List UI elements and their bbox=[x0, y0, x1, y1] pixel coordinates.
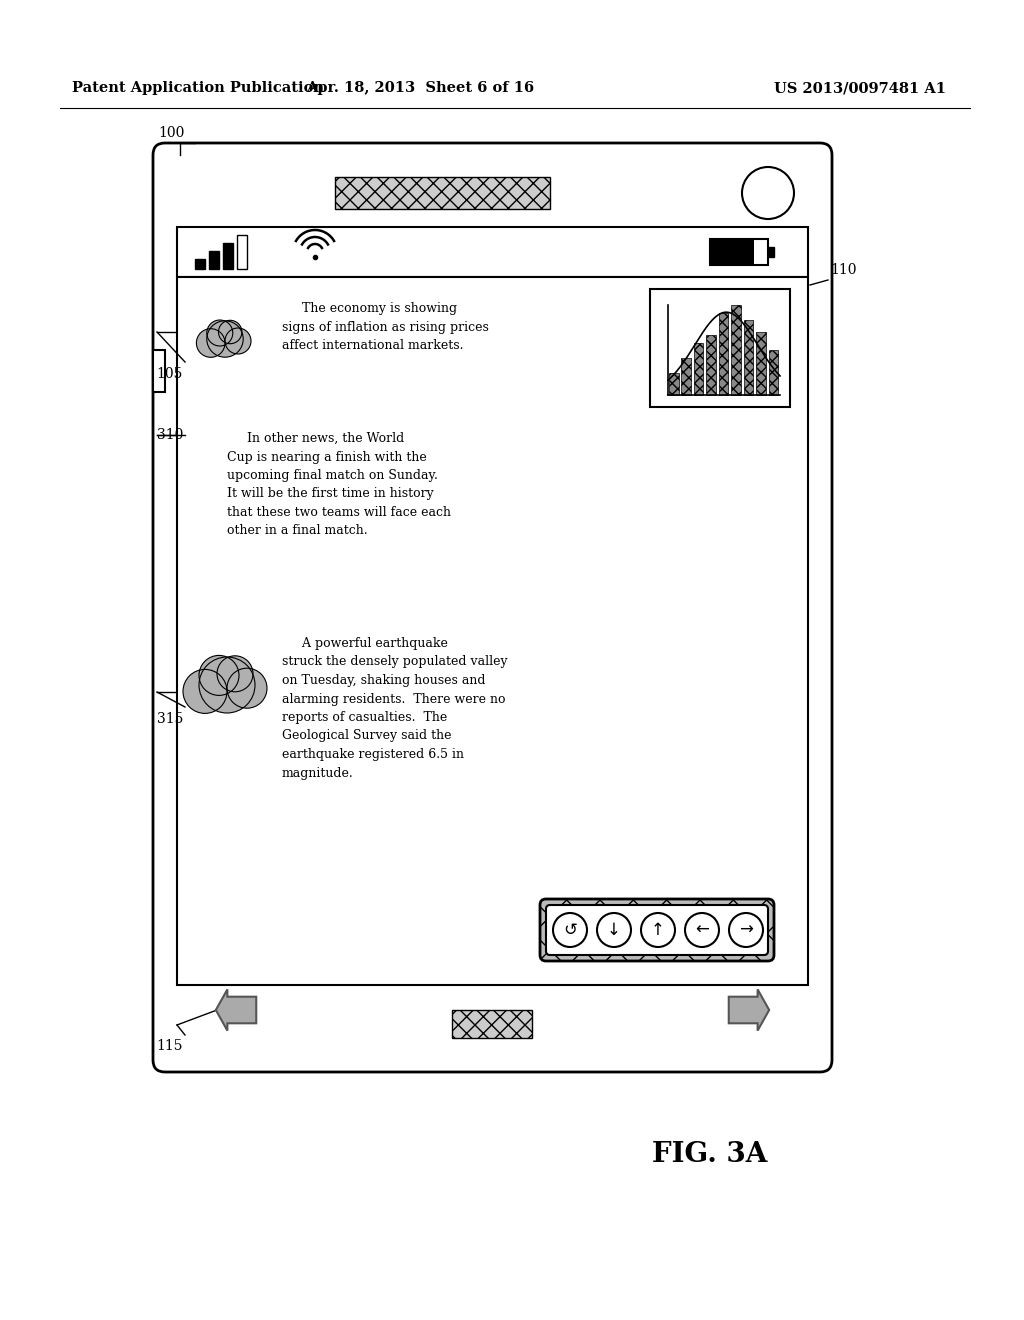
Circle shape bbox=[227, 668, 267, 709]
Polygon shape bbox=[729, 990, 769, 1031]
Bar bbox=[756, 333, 766, 395]
Text: A powerful earthquake
struck the densely populated valley
on Tuesday, shaking ho: A powerful earthquake struck the densely… bbox=[282, 638, 508, 780]
Circle shape bbox=[199, 657, 255, 713]
Text: US 2013/0097481 A1: US 2013/0097481 A1 bbox=[774, 81, 946, 95]
Circle shape bbox=[729, 913, 763, 946]
Bar bbox=[195, 259, 205, 269]
Text: ↓: ↓ bbox=[607, 921, 621, 939]
Bar bbox=[731, 305, 740, 395]
FancyBboxPatch shape bbox=[153, 143, 831, 1072]
Bar bbox=[681, 358, 691, 395]
Circle shape bbox=[199, 656, 239, 696]
Text: The economy is showing
signs of inflation as rising prices
affect international : The economy is showing signs of inflatio… bbox=[282, 302, 488, 352]
Bar bbox=[694, 342, 703, 395]
Circle shape bbox=[742, 168, 794, 219]
Bar bbox=[177, 227, 808, 277]
Text: 110: 110 bbox=[830, 263, 856, 277]
Text: Apr. 18, 2013  Sheet 6 of 16: Apr. 18, 2013 Sheet 6 of 16 bbox=[306, 81, 535, 95]
Circle shape bbox=[183, 669, 227, 713]
Text: FIG. 3A: FIG. 3A bbox=[652, 1142, 768, 1168]
Text: 310: 310 bbox=[157, 428, 183, 442]
Text: Patent Application Publication: Patent Application Publication bbox=[72, 81, 324, 95]
Bar bbox=[743, 319, 754, 395]
Text: →: → bbox=[739, 921, 753, 939]
FancyBboxPatch shape bbox=[540, 899, 774, 961]
Text: 100: 100 bbox=[159, 125, 185, 140]
Text: ↑: ↑ bbox=[651, 921, 665, 939]
Bar bbox=[209, 251, 219, 269]
Circle shape bbox=[197, 329, 225, 358]
Bar bbox=[719, 313, 728, 395]
Bar bbox=[223, 243, 233, 269]
Circle shape bbox=[225, 327, 251, 354]
Bar bbox=[707, 335, 716, 395]
Text: 105: 105 bbox=[157, 367, 183, 381]
Bar bbox=[452, 1010, 532, 1038]
Circle shape bbox=[597, 913, 631, 946]
Bar bbox=[710, 239, 768, 265]
Text: 115: 115 bbox=[157, 1039, 183, 1053]
Circle shape bbox=[553, 913, 587, 946]
Bar bbox=[710, 239, 754, 265]
Text: ←: ← bbox=[695, 921, 709, 939]
FancyBboxPatch shape bbox=[546, 906, 768, 954]
Bar bbox=[177, 277, 808, 985]
Polygon shape bbox=[216, 990, 256, 1031]
Text: ↺: ↺ bbox=[563, 921, 577, 939]
Bar bbox=[650, 289, 790, 407]
Text: In other news, the World
Cup is nearing a finish with the
upcoming final match o: In other news, the World Cup is nearing … bbox=[227, 432, 451, 537]
Text: 315: 315 bbox=[157, 711, 183, 726]
Circle shape bbox=[641, 913, 675, 946]
Circle shape bbox=[207, 321, 244, 358]
Bar bbox=[769, 350, 778, 395]
Bar bbox=[237, 235, 247, 269]
Circle shape bbox=[207, 319, 232, 346]
Circle shape bbox=[685, 913, 719, 946]
Circle shape bbox=[217, 656, 253, 692]
Bar bbox=[153, 350, 165, 392]
Bar bbox=[669, 372, 679, 395]
Bar bbox=[768, 247, 774, 257]
Circle shape bbox=[218, 321, 242, 343]
Bar bbox=[335, 177, 550, 209]
